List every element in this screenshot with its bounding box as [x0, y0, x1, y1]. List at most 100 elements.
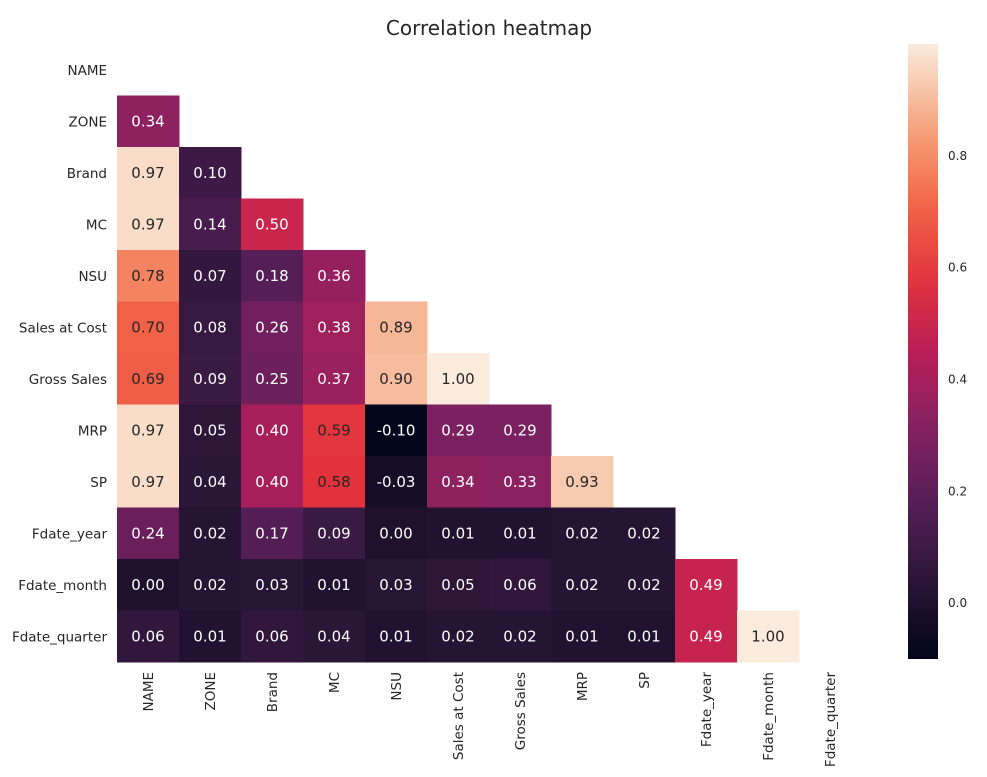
y-tick-label: Sales at Cost: [19, 320, 107, 336]
y-tick-label: Brand: [67, 166, 107, 182]
cell-value-label: 0.01: [441, 524, 474, 542]
heatmap-cell: [303, 301, 366, 354]
heatmap-cell: [551, 456, 614, 508]
heatmap-cell: [737, 610, 800, 663]
cell-value-label: 0.01: [503, 524, 536, 542]
cell-value-label: 0.01: [317, 576, 350, 594]
x-tick-label: MRP: [575, 672, 591, 701]
heatmap-cell: [427, 559, 490, 611]
heatmap-cell: [117, 198, 180, 251]
colorbar-tick-label: 0.8: [948, 149, 967, 163]
heatmap-cell: [179, 250, 242, 302]
heatmap-cell: [117, 456, 180, 508]
heatmap-cell: [365, 456, 428, 508]
heatmap-cell: [241, 250, 304, 302]
cell-value-label: 0.09: [317, 524, 350, 542]
heatmap-cell: [179, 559, 242, 611]
colorbar-tick-label: 0.2: [948, 484, 967, 498]
heatmap-cell: [675, 559, 738, 611]
cell-value-label: 0.02: [627, 576, 660, 594]
cell-value-label: 0.10: [193, 164, 226, 182]
cell-value-label: 0.02: [441, 627, 474, 645]
cell-value-label: 0.97: [131, 421, 164, 439]
heatmap-cell: [179, 456, 242, 508]
heatmap-cell: [241, 610, 304, 663]
heatmap-cell: [241, 404, 304, 457]
cell-value-label: 0.17: [255, 524, 288, 542]
heatmap-cell: [303, 610, 366, 663]
y-tick-label: NAME: [67, 63, 107, 79]
cell-value-label: 0.01: [565, 627, 598, 645]
heatmap-cell: [427, 404, 490, 457]
y-tick-label: Fdate_month: [18, 578, 107, 594]
heatmap-cell: [427, 353, 490, 405]
heatmap-cell: [117, 147, 180, 199]
heatmap-cell: [179, 301, 242, 354]
x-tick-label: Fdate_quarter: [823, 672, 839, 768]
cell-value-label: 0.24: [131, 524, 164, 542]
heatmap-cell: [551, 507, 614, 560]
chart-title: Correlation heatmap: [386, 16, 592, 40]
heatmap-cell: [179, 147, 242, 199]
y-tick-label: MC: [86, 217, 107, 233]
heatmap-cell: [303, 559, 366, 611]
heatmap-cells: 0.34 0.97 0.10 0.97 0.14 0.50 0.78 0.07 0.18 0.36…: [117, 95, 800, 663]
cell-value-label: 0.01: [379, 627, 412, 645]
cell-value-label: 0.01: [627, 627, 660, 645]
cell-value-label: 0.01: [193, 627, 226, 645]
x-tick-label: Fdate_year: [699, 672, 715, 748]
heatmap-cell: [551, 559, 614, 611]
cell-value-label: 0.49: [689, 576, 722, 594]
y-tick-label: ZONE: [68, 114, 107, 130]
heatmap-cell: [241, 301, 304, 354]
cell-value-label: 0.40: [255, 421, 288, 439]
heatmap-cell: [613, 507, 676, 560]
cell-value-label: 0.40: [255, 473, 288, 491]
cell-value-label: -0.10: [377, 421, 416, 439]
cell-value-label: 0.07: [193, 267, 226, 285]
cell-value-label: 0.49: [689, 627, 722, 645]
cell-value-label: 0.04: [193, 473, 226, 491]
colorbar-tick-label: 0.0: [948, 596, 967, 610]
cell-value-label: 0.00: [379, 524, 412, 542]
heatmap-cell: [117, 301, 180, 354]
heatmap-cell: [613, 610, 676, 663]
heatmap-cell: [241, 456, 304, 508]
cell-value-label: 0.02: [503, 627, 536, 645]
cell-value-label: 0.18: [255, 267, 288, 285]
cell-value-label: 0.29: [503, 421, 536, 439]
cell-value-label: 0.36: [317, 267, 350, 285]
heatmap-cell: [489, 404, 552, 457]
cell-value-label: 0.09: [193, 370, 226, 388]
y-tick-label: Gross Sales: [29, 372, 107, 388]
cell-value-label: 0.05: [193, 421, 226, 439]
cell-value-label: 0.06: [131, 627, 164, 645]
cell-value-label: 0.50: [255, 215, 288, 233]
x-tick-label: NSU: [389, 672, 405, 701]
cell-value-label: 0.14: [193, 215, 226, 233]
heatmap-cell: [551, 610, 614, 663]
cell-value-label: 0.38: [317, 318, 350, 336]
heatmap-cell: [179, 353, 242, 405]
x-tick-label: Fdate_month: [761, 672, 777, 761]
cell-value-label: 0.33: [503, 473, 536, 491]
x-tick-label: Gross Sales: [513, 672, 529, 750]
x-tick-label: Brand: [265, 672, 281, 712]
cell-value-label: 0.02: [193, 576, 226, 594]
cell-value-label: 0.06: [255, 627, 288, 645]
cell-value-label: 0.97: [131, 164, 164, 182]
y-tick-label: MRP: [78, 423, 107, 439]
heatmap-cell: [427, 456, 490, 508]
cell-value-label: 0.05: [441, 576, 474, 594]
cell-value-label: 1.00: [441, 370, 474, 388]
cell-value-label: 1.00: [751, 627, 784, 645]
y-axis-tick-labels: NAME ZONE Brand MC NSU Sales at Cost Gross Sal…: [12, 63, 108, 646]
colorbar-gradient: [908, 44, 938, 659]
heatmap-cell: [365, 610, 428, 663]
cell-value-label: 0.89: [379, 318, 412, 336]
cell-value-label: 0.26: [255, 318, 288, 336]
heatmap-cell: [241, 353, 304, 405]
cell-value-label: 0.08: [193, 318, 226, 336]
heatmap-cell: [117, 610, 180, 663]
